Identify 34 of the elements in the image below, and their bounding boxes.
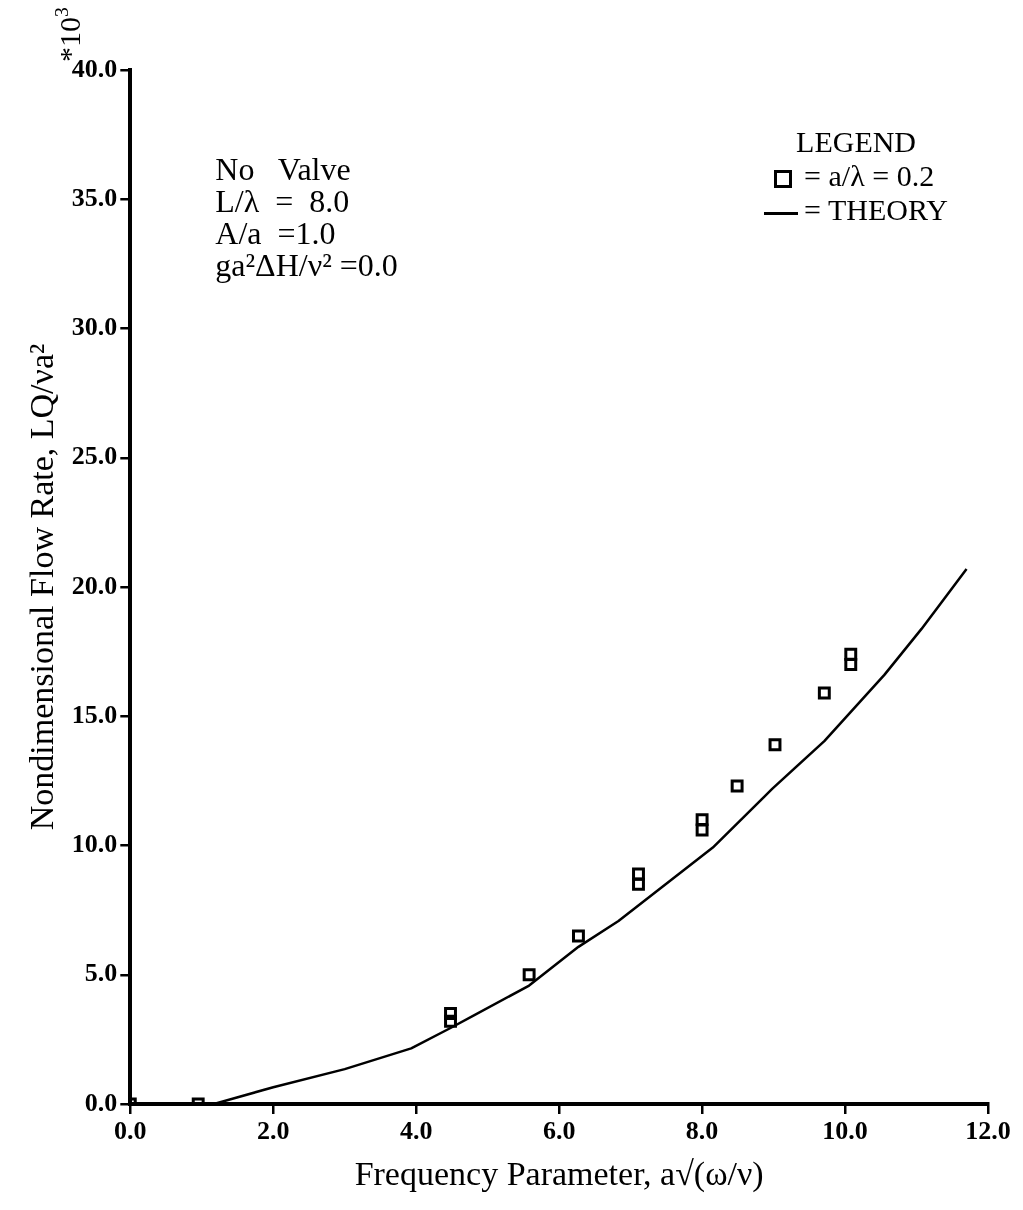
point — [844, 658, 858, 671]
point — [632, 877, 645, 891]
point — [817, 686, 831, 700]
point — [695, 823, 709, 837]
legend-title: LEGEND — [795, 125, 918, 159]
point — [444, 1007, 457, 1020]
point — [695, 813, 709, 827]
x-tick-label: 2.0 — [257, 1116, 290, 1146]
point — [768, 738, 782, 752]
x-axis-title: Frequency Parameter, a√(ω/ν) — [354, 1154, 764, 1193]
point — [632, 867, 645, 881]
y-tick-label: 35.0 — [71, 182, 118, 212]
legend-label: = THEORY — [804, 193, 948, 226]
y-tick-label: 40.0 — [71, 53, 118, 83]
y-tick-label: 5.0 — [84, 958, 118, 988]
y-tick-label: 20.0 — [71, 570, 118, 600]
point — [522, 968, 536, 982]
x-tick-label: 8.0 — [685, 1116, 719, 1146]
point — [730, 779, 744, 793]
x-tick-label: 4.0 — [399, 1116, 433, 1146]
y-tick-label: 0.0 — [84, 1087, 118, 1117]
x-tick-label: 10.0 — [822, 1116, 868, 1146]
point — [844, 647, 858, 661]
y-tick-label: 15.0 — [71, 699, 118, 729]
y-tick-label: 10.0 — [71, 829, 118, 859]
y-tick-label: 30.0 — [71, 312, 118, 342]
x-tick-label: 12.0 — [965, 1116, 1011, 1146]
point — [572, 929, 585, 943]
x-tick-label: 6.0 — [542, 1116, 576, 1146]
point — [444, 1014, 457, 1028]
y-axis-title: Nondimensional Flow Rate, LQ/νa² — [23, 343, 61, 831]
y-tick-label: 25.0 — [71, 441, 118, 471]
legend-label: = a/λ = 0.2 — [804, 159, 935, 192]
x-tick-label: 0.0 — [114, 1116, 147, 1146]
